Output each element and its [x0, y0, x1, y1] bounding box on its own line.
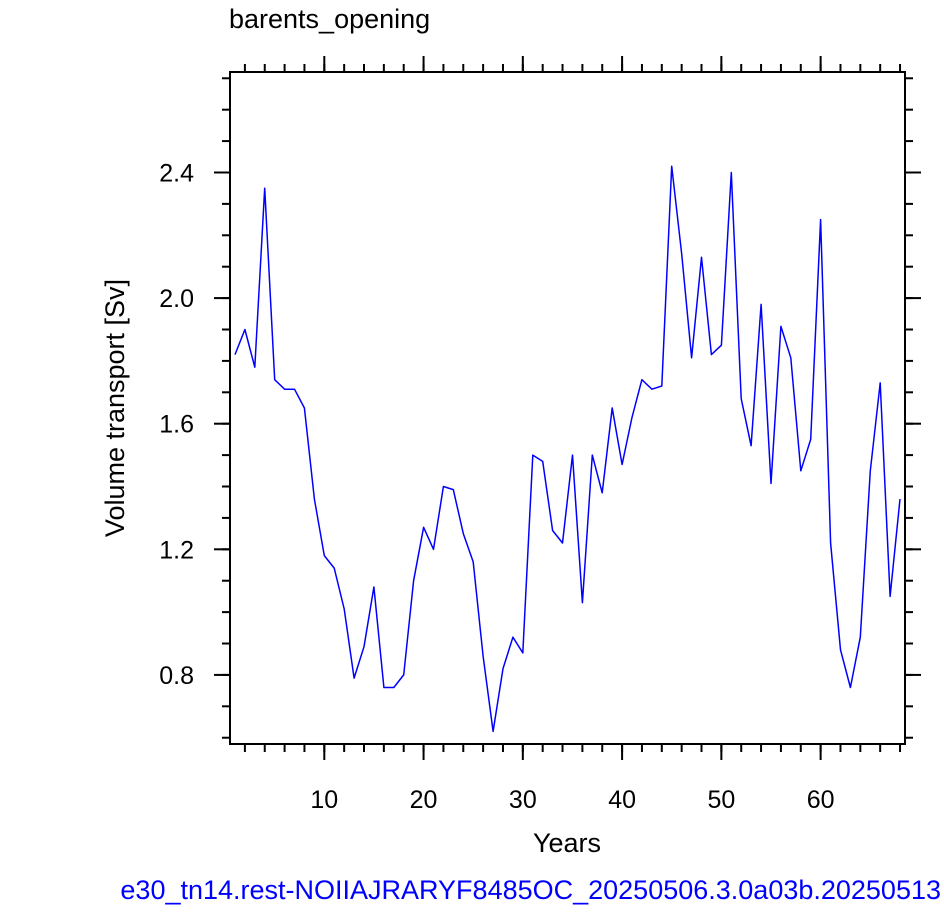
series-line	[234, 165, 901, 733]
y-tick-label: 1.6	[159, 411, 194, 439]
y-axis-label: Volume transport [Sv]	[100, 279, 130, 537]
plot-area	[229, 71, 906, 745]
run-identifier-text: e30_tn14.rest-NOIIAJRARYF8485OC_20250506…	[120, 875, 941, 905]
y-tick-label: 2.0	[159, 285, 194, 313]
y-tick-labels: 0.8 1.2 1.6 2.0 2.4	[159, 159, 194, 689]
x-tick-label: 30	[509, 786, 537, 814]
axis-ticks	[214, 56, 921, 760]
y-tick-label: 0.8	[159, 662, 194, 690]
series-group	[234, 165, 901, 733]
run-identifier-footer: e30_tn14.rest-NOIIAJRARYF8485OC_20250506…	[0, 872, 944, 912]
x-tick-label: 20	[410, 786, 438, 814]
x-tick-label: 60	[807, 786, 835, 814]
x-tick-label: 40	[608, 786, 636, 814]
x-tick-label: 50	[707, 786, 735, 814]
line-chart: barents_opening 10 20 30 40 50 60 0.8 1.2 1.6 2.…	[100, 4, 921, 858]
chart-title: barents_opening	[229, 4, 430, 34]
x-tick-label: 10	[310, 786, 338, 814]
x-axis-label: Years	[533, 828, 601, 858]
x-tick-labels: 10 20 30 40 50 60	[310, 786, 834, 814]
y-tick-label: 2.4	[159, 159, 194, 187]
y-tick-label: 1.2	[159, 536, 194, 564]
